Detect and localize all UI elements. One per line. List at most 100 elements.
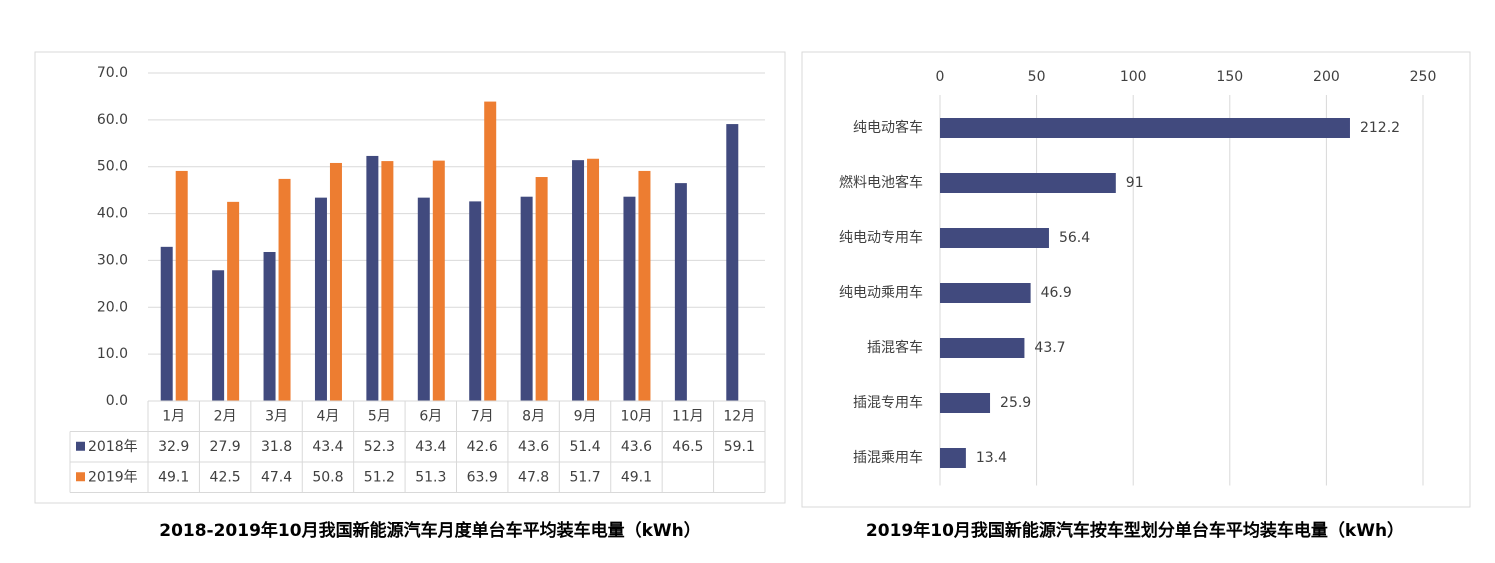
y-tick-label: 60.0 [97,112,128,128]
x-tick-label: 10月 [621,408,653,424]
bar [469,201,482,401]
bar [940,393,991,413]
y-tick-label: 插混乘用车 [853,449,923,466]
x-tick-label: 8月 [522,408,545,424]
table-cell: 42.5 [210,469,241,485]
y-tick-label: 纯电动乘用车 [839,284,923,301]
table-cell: 51.3 [415,469,446,485]
bar [212,270,225,401]
legend-label: 2019年 [88,469,138,485]
x-tick-label: 4月 [316,408,339,424]
y-tick-label: 20.0 [97,299,128,315]
legend-swatch [76,472,85,482]
y-tick-label: 插混专用车 [853,394,923,411]
table-cell: 51.2 [364,469,395,485]
y-tick-label: 30.0 [97,252,128,268]
bar [381,161,394,401]
table-cell: 47.4 [261,469,292,485]
x-tick-label: 250 [1410,69,1437,85]
x-tick-label: 12月 [723,408,755,424]
bar [160,246,173,401]
x-tick-label: 1月 [162,408,185,424]
x-tick-label: 100 [1120,69,1147,85]
table-cell: 49.1 [621,469,652,485]
data-label: 46.9 [1041,285,1072,301]
table-cell: 49.1 [158,469,189,485]
y-tick-label: 燃料电池客车 [839,174,923,191]
y-tick-label: 纯电动客车 [853,119,923,136]
chart-title: 2018-2019年10月我国新能源汽车月度单台车平均装车电量（kWh） [159,520,701,541]
bar [674,183,687,401]
bar [572,160,585,401]
table-cell: 59.1 [724,439,755,455]
data-label: 212.2 [1360,120,1400,136]
x-tick-label: 3月 [265,408,288,424]
bar [484,101,497,401]
x-tick-label: 6月 [419,408,442,424]
bar [175,170,188,401]
bar [623,196,636,401]
y-tick-label: 纯电动专用车 [839,229,923,246]
x-tick-label: 150 [1216,69,1243,85]
bar [940,228,1049,248]
x-tick-label: 5月 [368,408,391,424]
bar [940,283,1031,303]
table-cell: 43.6 [518,439,549,455]
table-cell: 43.6 [621,439,652,455]
bar [940,448,966,468]
table-cell: 42.6 [467,439,498,455]
table-cell: 43.4 [312,439,343,455]
bar [417,197,430,401]
data-label: 13.4 [976,450,1007,466]
x-tick-label: 9月 [574,408,597,424]
x-tick-label: 2月 [214,408,237,424]
table-cell: 46.5 [672,439,703,455]
bar [432,160,445,401]
data-label: 25.9 [1000,395,1031,411]
table-cell: 52.3 [364,439,395,455]
bar [520,196,533,401]
table-cell: 51.7 [569,469,600,485]
bar [638,170,651,401]
bar [940,173,1116,193]
x-tick-label: 0 [936,69,945,85]
data-label: 43.7 [1034,340,1065,356]
bar [587,158,600,401]
table-cell: 31.8 [261,439,292,455]
bar [726,124,739,402]
table-cell: 63.9 [467,469,498,485]
bar [227,201,240,401]
table-cell: 43.4 [415,439,446,455]
y-tick-label: 10.0 [97,346,128,362]
legend-label: 2018年 [88,439,138,455]
table-cell: 27.9 [210,439,241,455]
y-tick-label: 50.0 [97,159,128,175]
x-tick-label: 50 [1028,69,1046,85]
y-tick-label: 40.0 [97,206,128,222]
table-cell: 51.4 [569,439,600,455]
bar [940,118,1350,138]
chart-frame [34,51,786,504]
y-tick-label: 0.0 [106,393,128,409]
y-tick-label: 插混客车 [867,339,923,356]
bar [366,155,379,401]
legend-swatch [76,441,85,451]
bar [940,338,1025,358]
table-cell: 32.9 [158,439,189,455]
y-tick-label: 70.0 [97,65,128,81]
bar [278,178,291,401]
bar [535,177,548,401]
x-tick-label: 11月 [672,408,704,424]
data-label: 91 [1126,175,1144,191]
data-label: 56.4 [1059,230,1090,246]
table-cell: 50.8 [312,469,343,485]
x-tick-label: 7月 [471,408,494,424]
x-tick-label: 200 [1313,69,1340,85]
bar [314,197,327,401]
chart-title: 2019年10月我国新能源汽车按车型划分单台车平均装车电量（kWh） [866,520,1404,541]
table-cell: 47.8 [518,469,549,485]
bar [329,162,342,401]
bar [263,251,276,401]
